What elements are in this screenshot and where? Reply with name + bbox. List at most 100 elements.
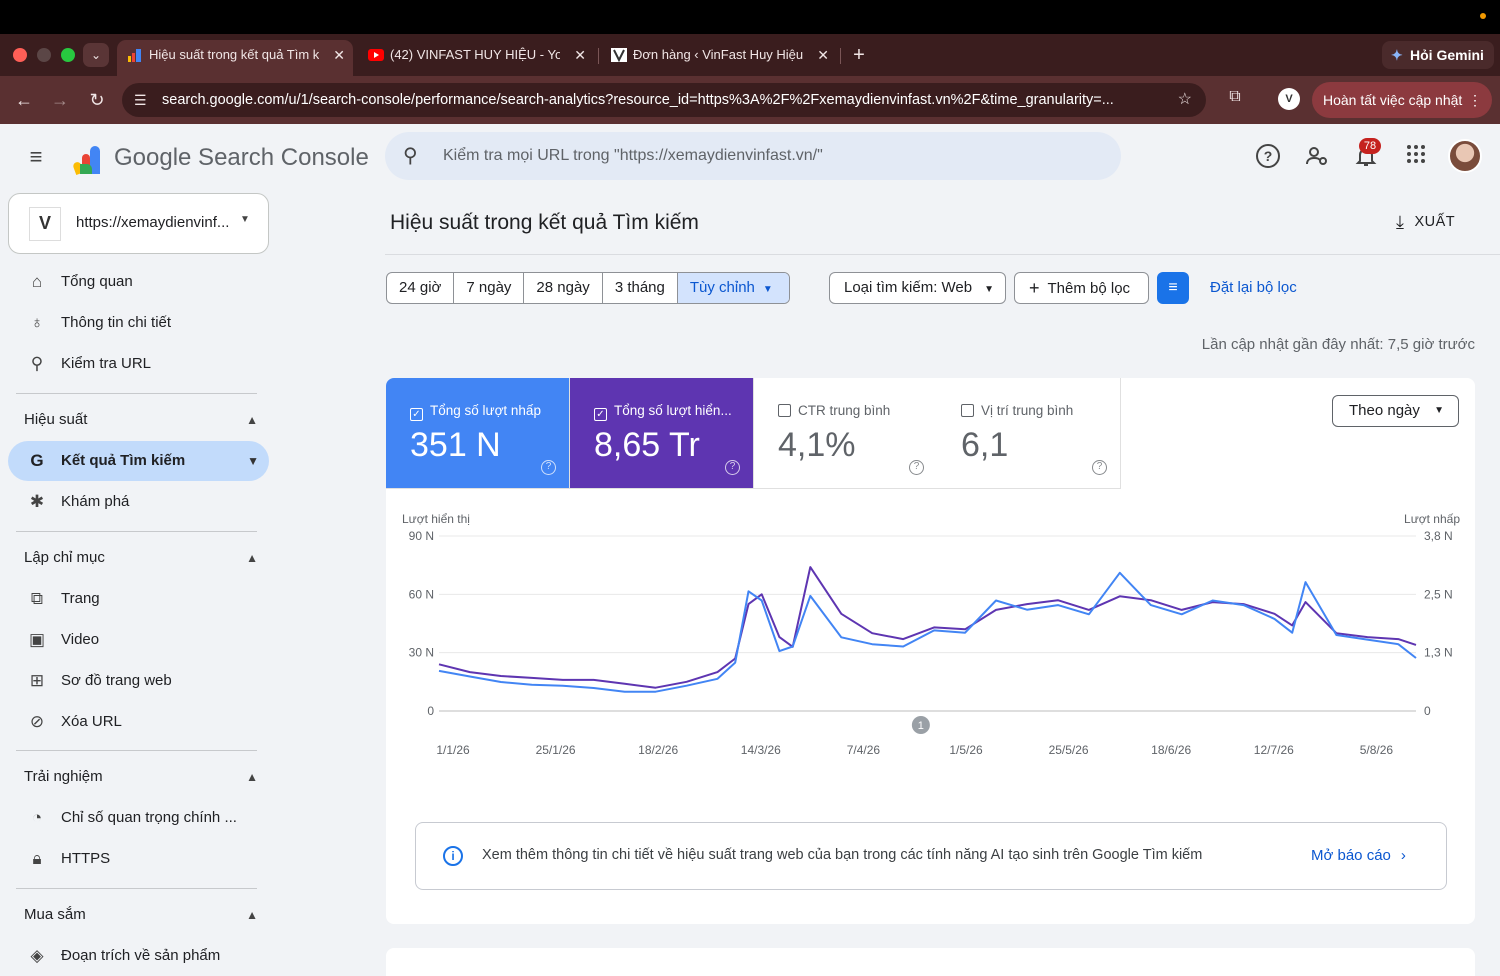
- back-button[interactable]: ←: [15, 90, 33, 110]
- help-icon[interactable]: ?: [725, 460, 740, 475]
- reset-filters-link[interactable]: Đặt lại bộ lọc: [1210, 279, 1297, 296]
- new-tab-button[interactable]: +: [853, 44, 865, 66]
- notification-count-badge: 78: [1359, 138, 1381, 154]
- close-tab-icon[interactable]: ✕: [817, 47, 829, 63]
- metric-average-position[interactable]: Vị trí trung bình 6,1 ?: [937, 378, 1121, 489]
- sidebar-item-discover[interactable]: ✱ Khám phá: [8, 482, 269, 522]
- sidebar-divider: [16, 393, 257, 394]
- tab-search-button[interactable]: ⌄: [83, 43, 109, 67]
- url-inspection-search-input[interactable]: ⚲ Kiểm tra mọi URL trong "https://xemayd…: [385, 132, 1121, 180]
- forward-button[interactable]: →: [51, 90, 69, 110]
- sidebar-item-label: Khám phá: [61, 493, 130, 510]
- open-report-label: Mở báo cáo: [1311, 847, 1391, 864]
- lock-icon: 🔒︎: [32, 849, 42, 868]
- apps-grid-icon[interactable]: [1404, 144, 1428, 168]
- metric-total-impressions[interactable]: ✓ Tổng số lượt hiển... 8,65 Tr ?: [570, 378, 754, 489]
- section-title: Trải nghiệm: [24, 768, 103, 785]
- close-tab-icon[interactable]: ✕: [574, 47, 586, 63]
- sidebar-item-url-inspection[interactable]: ⚲ Kiểm tra URL: [8, 344, 269, 384]
- address-bar[interactable]: ☰ search.google.com/u/1/search-console/p…: [122, 83, 1206, 117]
- help-icon[interactable]: ?: [1256, 144, 1280, 168]
- sidebar-item-label: Trang: [61, 590, 100, 607]
- add-filter-label: Thêm bộ lọc: [1047, 280, 1131, 297]
- help-icon[interactable]: ?: [541, 460, 556, 475]
- series-line: [438, 571, 1417, 693]
- add-filter-button[interactable]: + Thêm bộ lọc: [1014, 272, 1149, 304]
- filter-settings-button[interactable]: ≡: [1157, 272, 1189, 304]
- sidebar-item-sitemaps[interactable]: ⊞ Sơ đồ trang web: [8, 661, 269, 701]
- close-tab-icon[interactable]: ✕: [333, 47, 345, 63]
- diamond-icon: ◈: [30, 946, 44, 965]
- eye-off-icon: ⊘: [29, 712, 45, 731]
- range-custom-button[interactable]: Tùy chỉnh ▼: [677, 273, 789, 303]
- checkbox-checked-icon[interactable]: ✓: [410, 408, 423, 421]
- checkbox-checked-icon[interactable]: ✓: [594, 408, 607, 421]
- bookmark-star-icon[interactable]: ☆: [1177, 91, 1192, 108]
- update-label: Hoàn tất việc cập nhật: [1323, 92, 1463, 108]
- sidebar-item-core-web-vitals[interactable]: ◔ Chỉ số quan trọng chính ...: [8, 798, 269, 838]
- section-shopping-header[interactable]: Mua sắm ▲: [24, 901, 264, 929]
- pages-icon: ⧉: [30, 589, 44, 608]
- sidebar-item-insights[interactable]: ♁ Thông tin chi tiết: [8, 303, 269, 343]
- manage-users-icon[interactable]: [1305, 144, 1329, 168]
- account-avatar[interactable]: [1448, 139, 1482, 173]
- help-icon[interactable]: ?: [909, 460, 924, 475]
- tab-orders[interactable]: Đơn hàng ‹ VinFast Huy Hiệu ✕: [601, 40, 837, 76]
- performance-chart[interactable]: 0 30 N 60 N 90 N 0 1,3 N 2,5 N 3,8 N Lượt hiển t…: [386, 503, 1475, 773]
- minimize-window-button[interactable]: [37, 48, 51, 62]
- sidebar-item-label: HTTPS: [61, 850, 111, 867]
- sidebar-item-removals[interactable]: ⊘ Xóa URL: [8, 702, 269, 742]
- url-text: search.google.com/u/1/search-console/per…: [162, 92, 1114, 108]
- metric-total-clicks[interactable]: ✓ Tổng số lượt nhấp 351 N ?: [386, 378, 570, 489]
- range-3m-button[interactable]: 3 tháng: [603, 273, 678, 303]
- tab-search-console[interactable]: Hiệu suất trong kết quả Tìm k ✕: [117, 40, 353, 76]
- menu-icon[interactable]: ≡: [29, 144, 43, 169]
- close-window-button[interactable]: [13, 48, 27, 62]
- chevron-down-icon[interactable]: ▼: [247, 454, 259, 468]
- chevron-up-icon: ▲: [246, 908, 258, 922]
- maximize-window-button[interactable]: [61, 48, 75, 62]
- sidebar-item-https[interactable]: 🔒︎ HTTPS: [8, 839, 269, 879]
- tab-youtube[interactable]: (42) VINFAST HUY HIỆU - Yo ✕: [358, 40, 594, 76]
- range-28d-button[interactable]: 28 ngày: [524, 273, 603, 303]
- section-performance-header[interactable]: Hiệu suất ▲: [24, 406, 264, 434]
- granularity-dropdown[interactable]: Theo ngày ▼: [1332, 395, 1459, 427]
- sidebar-item-label: Xóa URL: [61, 713, 122, 730]
- section-indexing-header[interactable]: Lập chỉ mục ▲: [24, 544, 264, 572]
- section-experience-header[interactable]: Trải nghiệm ▲: [24, 763, 264, 791]
- sidebar-item-label: Kiểm tra URL: [61, 355, 152, 372]
- system-top-bar: [0, 0, 1500, 34]
- more-vert-icon[interactable]: ⋮: [1468, 92, 1482, 108]
- x-tick-label: 25/1/26: [536, 743, 576, 757]
- sidebar-item-overview[interactable]: ⌂ Tổng quan: [8, 262, 269, 302]
- profile-avatar[interactable]: V: [1278, 88, 1300, 110]
- sidebar-item-product-snippets[interactable]: ◈ Đoạn trích về sản phẩm: [8, 936, 269, 976]
- checkbox-unchecked-icon[interactable]: [961, 404, 974, 417]
- sidebar-item-label: Đoạn trích về sản phẩm: [61, 947, 221, 964]
- help-icon[interactable]: ?: [1092, 460, 1107, 475]
- extensions-icon[interactable]: ⧉: [1229, 88, 1241, 105]
- range-7d-button[interactable]: 7 ngày: [454, 273, 525, 303]
- product-name[interactable]: Google Search Console: [114, 144, 369, 171]
- open-report-link[interactable]: Mở báo cáo ›: [1311, 847, 1406, 864]
- x-tick-label: 1/5/26: [949, 743, 983, 757]
- sidebar-item-search-results[interactable]: G Kết quả Tìm kiếm ▼: [8, 441, 269, 481]
- sidebar-item-pages[interactable]: ⧉ Trang: [8, 579, 269, 619]
- range-24h-button[interactable]: 24 giờ: [387, 273, 455, 303]
- speedometer-icon: ◔: [31, 808, 43, 827]
- caret-down-icon: ▼: [240, 214, 250, 225]
- property-selector[interactable]: V https://xemaydienvinf... ▼: [8, 193, 269, 254]
- y-left-axis-title: Lượt hiển thị: [402, 512, 470, 526]
- finish-update-button[interactable]: Hoàn tất việc cập nhật ⋮: [1312, 82, 1492, 118]
- checkbox-unchecked-icon[interactable]: [778, 404, 791, 417]
- site-settings-icon[interactable]: ☰: [134, 92, 147, 108]
- ask-gemini-button[interactable]: ✦ Hỏi Gemini: [1382, 41, 1494, 69]
- export-button[interactable]: ⤓ XUẤT: [1396, 210, 1455, 234]
- date-range-selector: 24 giờ 7 ngày 28 ngày 3 tháng Tùy chỉnh ▼: [386, 272, 790, 304]
- section-title: Hiệu suất: [24, 411, 88, 428]
- sidebar-item-video[interactable]: ▣ Video: [8, 620, 269, 660]
- metric-average-ctr[interactable]: CTR trung bình 4,1% ?: [754, 378, 938, 489]
- search-type-filter[interactable]: Loại tìm kiếm: Web ▼: [829, 272, 1006, 304]
- gemini-sparkle-icon: ✦: [1391, 47, 1403, 63]
- reload-button[interactable]: ↻: [89, 90, 105, 110]
